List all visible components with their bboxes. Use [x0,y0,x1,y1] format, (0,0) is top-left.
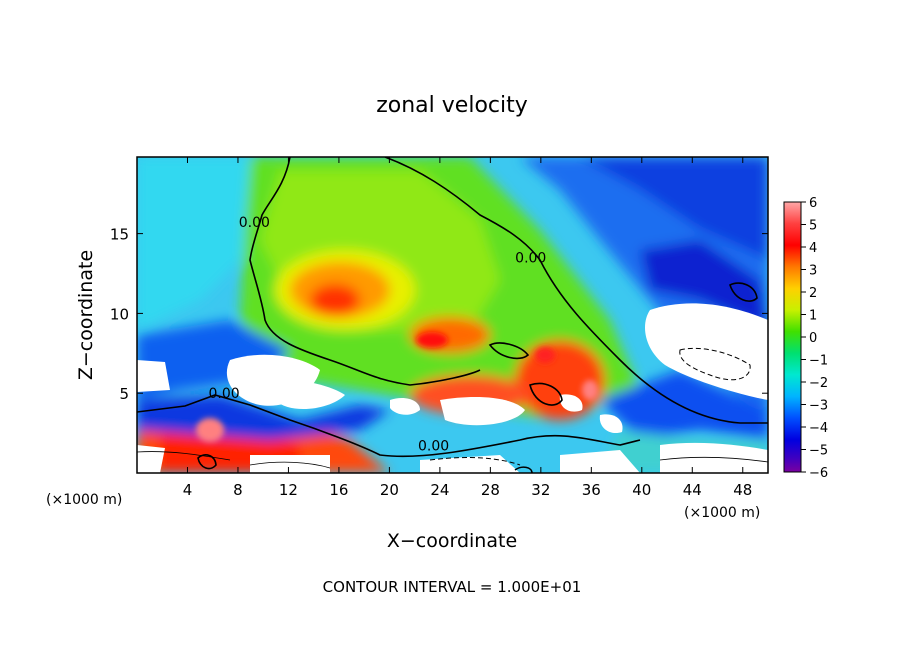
chart-title: zonal velocity [376,93,528,118]
contour-interval-note: CONTOUR INTERVAL = 1.000E+01 [323,578,582,596]
y-tick-label: 5 [119,385,129,403]
x-tick-label: 4 [183,481,193,499]
out-of-range-areas [137,303,768,473]
x-unit-right: (×1000 m) [684,505,760,521]
x-tick-label: 36 [582,481,601,499]
colorbar-tick-label: 6 [809,196,817,211]
contour-label: 0.00 [239,215,270,231]
contour-label: 0.00 [418,439,449,455]
contour-label: 0.00 [515,250,546,266]
colorbar-ticks: 6 5 4 3 2 1 0 −1 −2 −3 −4 −5 −6 [801,196,828,481]
x-tick-label: 40 [632,481,651,499]
x-tick-label: 16 [329,481,348,499]
colorbar-tick-label: 5 [809,219,817,234]
colorbar-tick-label: 2 [809,286,817,301]
colorbar-tick-label: 1 [809,309,817,324]
colorbar-tick-label: −3 [809,399,828,414]
x-tick-label: 12 [279,481,298,499]
x-tick-label: 8 [233,481,243,499]
colorbar-tick-label: 4 [809,241,817,256]
x-tick-label: 24 [430,481,449,499]
y-tick-label: 10 [110,305,129,323]
x-tick-label: 32 [531,481,550,499]
colorbar-tick-label: −1 [809,354,828,369]
colorbar [783,201,802,473]
x-unit-left: (×1000 m) [46,492,122,508]
plot-frame [136,156,769,474]
colorbar-tick-label: 0 [809,331,817,346]
colorbar-tick-label: −4 [809,421,828,436]
x-tick-label: 20 [380,481,399,499]
negative-contours [429,347,751,466]
colorbar-tick-label: −6 [809,466,828,481]
y-axis-label: Z−coordinate [75,250,97,380]
zero-contours [137,157,768,473]
colorbar-tick-label: 3 [809,264,817,279]
colorbar-tick-label: −2 [809,376,828,391]
contour-label: 0.00 [208,386,239,402]
x-axis-label: X−coordinate [387,530,517,552]
y-axis: 5 10 15 [110,226,768,403]
x-axis: 4 8 12 16 20 24 28 32 36 40 44 48 [183,157,752,499]
x-tick-label: 28 [481,481,500,499]
y-tick-label: 15 [110,226,129,244]
plot-field [137,157,768,473]
minor-contours [137,451,768,469]
x-tick-label: 44 [683,481,702,499]
contour-labels: 0.00 0.00 0.00 0.00 [208,215,546,454]
colorbar-tick-label: −5 [809,444,828,459]
x-tick-label: 48 [733,481,752,499]
